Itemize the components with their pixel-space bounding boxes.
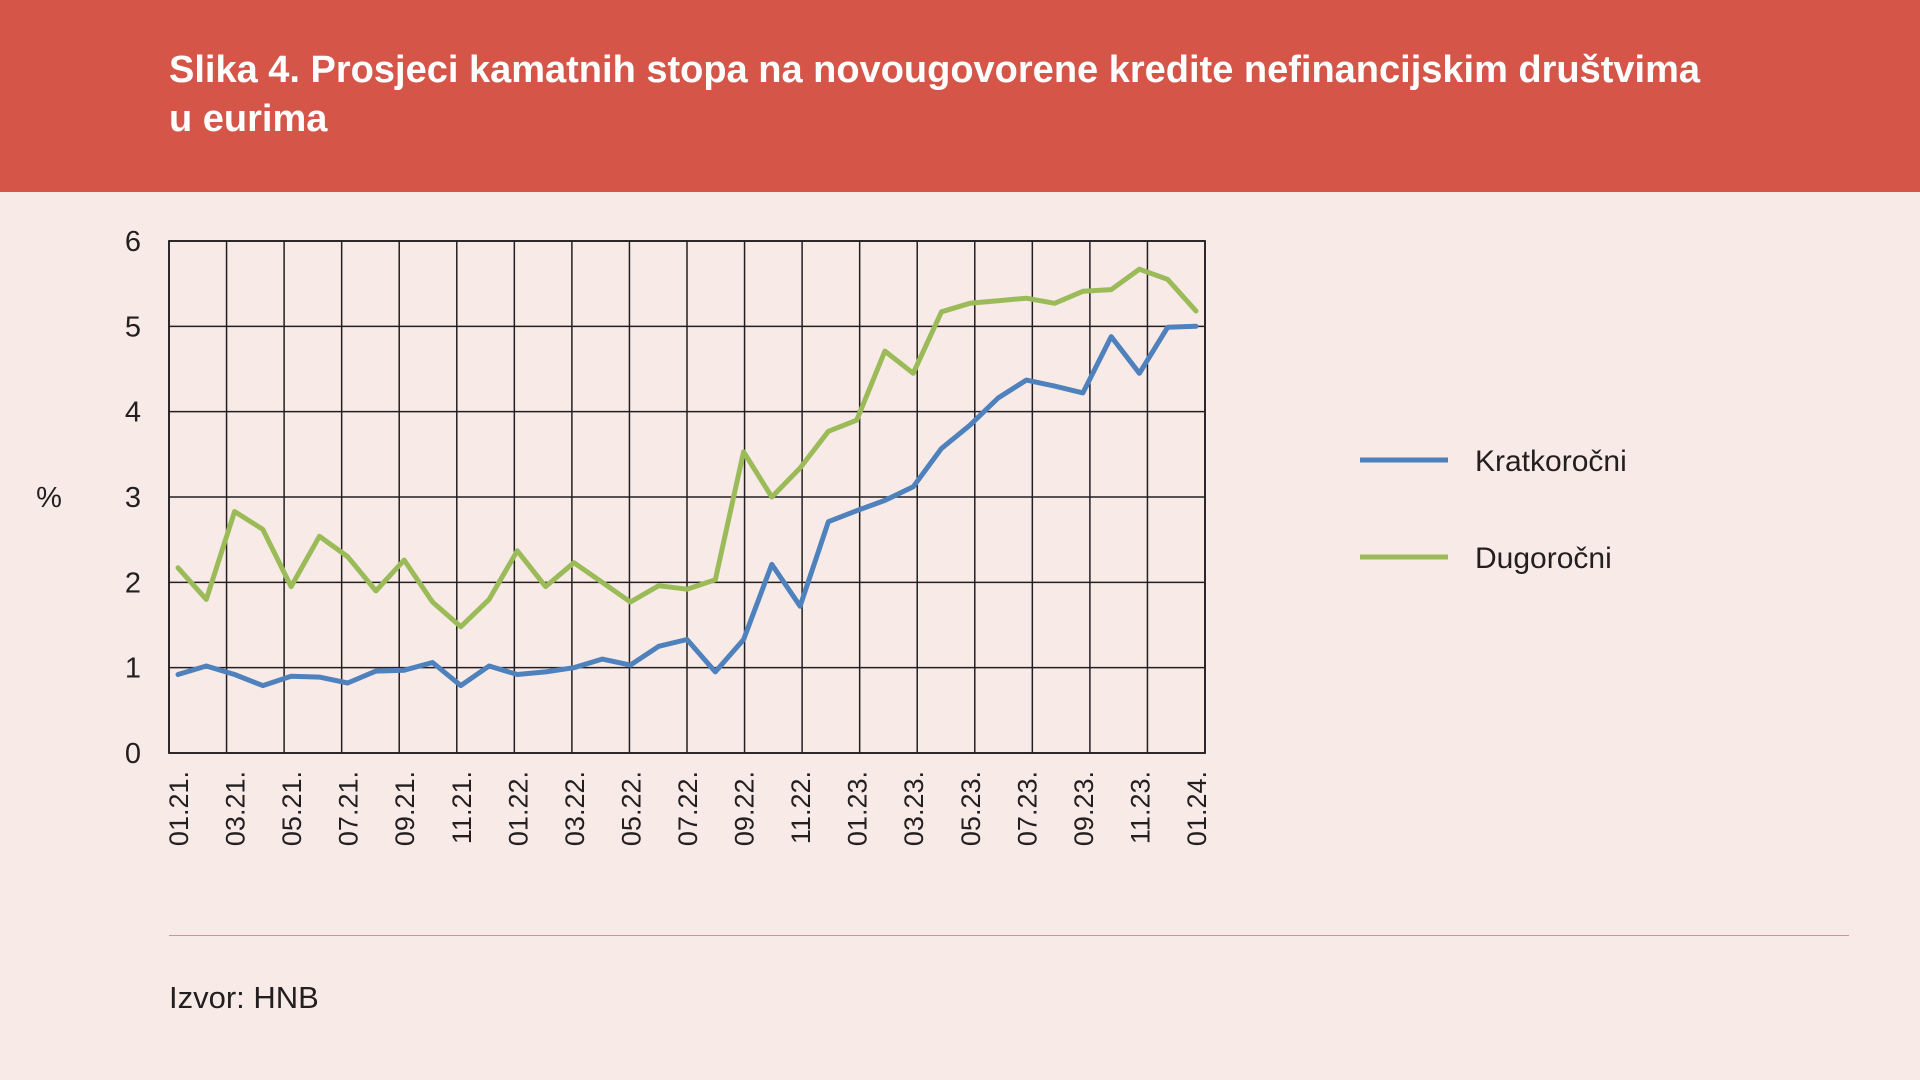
x-tick-label: 01.21. <box>164 771 194 846</box>
x-tick-label: 07.22. <box>673 771 703 846</box>
y-tick-label: 0 <box>125 738 141 770</box>
x-tick-label: 11.22. <box>786 771 816 844</box>
x-tick-label: 05.22. <box>616 771 646 846</box>
x-tick-label: 09.23. <box>1069 771 1099 846</box>
y-tick-label: 6 <box>125 226 141 258</box>
divider <box>169 935 1849 936</box>
y-tick-label: 5 <box>125 311 141 343</box>
x-tick-label: 07.21. <box>334 771 364 846</box>
x-tick-label: 03.22. <box>560 771 590 846</box>
legend-label-kratkorocni: Kratkoročni <box>1475 445 1627 478</box>
title-banner: Slika 4. Prosjeci kamatnih stopa na novo… <box>0 0 1920 192</box>
x-tick-label: 09.22. <box>730 771 760 846</box>
x-tick-label: 05.23. <box>956 771 986 846</box>
x-tick-label: 07.23. <box>1012 771 1042 846</box>
x-tick-label: 01.22. <box>503 771 533 846</box>
x-tick-label: 05.21. <box>277 771 307 846</box>
y-tick-label: 1 <box>125 653 141 685</box>
y-tick-label: 2 <box>125 567 141 599</box>
legend-label-dugorocni: Dugoročni <box>1475 542 1612 575</box>
source-note: Izvor: HNB <box>169 980 319 1015</box>
x-tick-label: 03.23. <box>899 771 929 846</box>
x-tick-label: 11.23. <box>1125 771 1155 844</box>
x-tick-label: 01.24. <box>1182 771 1212 846</box>
x-tick-label: 03.21. <box>221 771 251 846</box>
x-tick-label: 09.21. <box>390 771 420 846</box>
y-tick-label: 3 <box>125 482 141 514</box>
series-line-dugorocni <box>175 266 1199 630</box>
chart-title: Slika 4. Prosjeci kamatnih stopa na novo… <box>169 49 1701 140</box>
x-tick-label: 11.21. <box>447 771 477 844</box>
x-tick-label: 01.23. <box>843 771 873 846</box>
series-line-kratkorocni <box>175 323 1199 689</box>
plot-frame <box>168 240 1206 754</box>
y-axis-label: % <box>36 482 62 514</box>
y-tick-label: 4 <box>125 397 141 429</box>
